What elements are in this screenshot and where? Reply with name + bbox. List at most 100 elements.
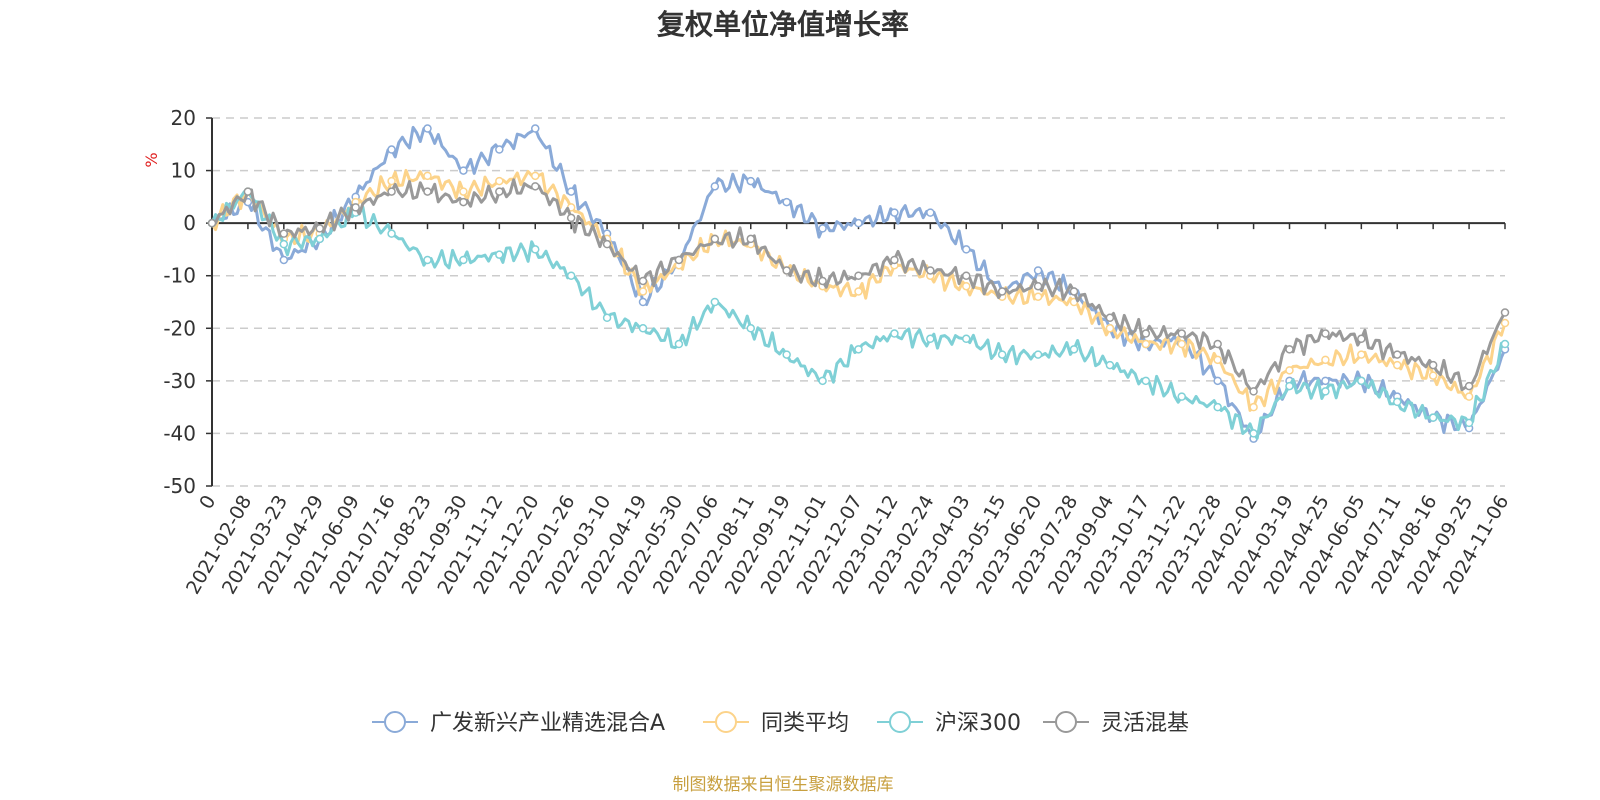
data-point: [1500, 339, 1510, 349]
data-point: [1249, 402, 1258, 412]
data-point: [495, 187, 504, 196]
data-point: [962, 271, 971, 280]
data-point: [854, 345, 863, 354]
data-point: [1321, 376, 1330, 386]
data-point: [926, 266, 935, 275]
y-tick-label: -40: [163, 421, 196, 445]
data-point: [710, 297, 720, 307]
data-point: [602, 313, 612, 323]
data-point: [1249, 429, 1258, 438]
data-point: [1105, 360, 1115, 370]
data-point: [1177, 392, 1186, 401]
data-point: [1285, 345, 1294, 354]
data-point: [387, 187, 396, 196]
y-tick-label: -50: [163, 474, 196, 498]
chart-title: 复权单位净值增长率: [657, 8, 909, 41]
legend-label: 广发新兴产业精选混合A: [430, 711, 665, 736]
legend-item[interactable]: 灵活混基: [1043, 711, 1189, 736]
data-point: [1033, 266, 1043, 275]
data-point: [746, 324, 755, 333]
legend: 广发新兴产业精选混合A 同类平均 沪深300 灵活混基: [372, 711, 1189, 736]
data-point: [782, 197, 791, 207]
data-point: [818, 276, 827, 286]
data-point: [1321, 355, 1330, 365]
data-point: [710, 234, 720, 244]
data-point: [746, 234, 755, 244]
data-point: [926, 208, 935, 217]
data-point: [459, 197, 468, 207]
data-point: [854, 287, 863, 296]
data-point: [1285, 381, 1294, 391]
data-point: [1357, 350, 1366, 359]
data-point: [1393, 350, 1402, 359]
source-note: 制图数据来自恒生聚源数据库: [673, 775, 894, 795]
data-point: [1500, 318, 1510, 328]
data-point: [495, 176, 504, 186]
data-point: [531, 245, 540, 254]
data-point: [1069, 287, 1079, 296]
legend-label: 同类平均: [761, 711, 849, 736]
data-point: [531, 171, 540, 181]
data-point: [1428, 371, 1438, 380]
data-point: [1141, 339, 1151, 349]
x-tick-label: 0: [195, 492, 220, 513]
data-point: [710, 182, 720, 191]
data-point: [1033, 350, 1043, 359]
data-point: [279, 229, 289, 238]
y-tick-label: 20: [171, 106, 196, 130]
legend-label: 沪深300: [935, 711, 1021, 736]
legend-item[interactable]: 广发新兴产业精选混合A: [372, 711, 665, 736]
data-point: [818, 224, 827, 233]
series-3: [207, 178, 1510, 396]
data-point: [387, 145, 396, 154]
data-point: [1393, 397, 1402, 407]
data-point: [1357, 376, 1366, 386]
data-point: [962, 281, 971, 291]
data-point: [315, 234, 324, 244]
data-point: [1105, 313, 1115, 323]
legend-item[interactable]: 沪深300: [877, 711, 1021, 736]
series-lines: [207, 124, 1510, 443]
data-point: [531, 182, 540, 191]
data-point: [997, 350, 1007, 359]
data-point: [495, 250, 504, 259]
data-point: [1213, 339, 1222, 349]
data-point: [1428, 413, 1438, 422]
data-point: [495, 145, 504, 154]
data-point: [854, 271, 863, 280]
data-point: [1033, 281, 1043, 291]
data-point: [1321, 387, 1330, 396]
y-tick-label: -10: [163, 264, 196, 288]
data-point: [315, 224, 324, 233]
data-point: [531, 124, 540, 133]
data-point: [1141, 329, 1151, 338]
data-point: [1105, 324, 1115, 333]
data-point: [638, 324, 648, 333]
data-point: [423, 255, 432, 265]
data-point: [1321, 329, 1330, 338]
data-point: [818, 376, 827, 386]
data-point: [674, 255, 684, 265]
data-point: [638, 287, 648, 296]
data-point: [387, 176, 396, 186]
data-point: [926, 334, 935, 344]
legend-item[interactable]: 同类平均: [703, 711, 849, 736]
y-tick-label: 0: [183, 211, 196, 235]
data-point: [1177, 329, 1186, 338]
legend-marker: [384, 711, 406, 733]
data-point: [459, 187, 468, 196]
data-point: [279, 239, 289, 249]
y-tick-label: -30: [163, 369, 196, 393]
data-point: [1428, 360, 1438, 370]
data-point: [459, 166, 468, 175]
data-point: [890, 329, 899, 338]
data-point: [1500, 308, 1510, 317]
data-point: [207, 218, 217, 228]
data-point: [1464, 392, 1474, 401]
data-point: [423, 171, 432, 181]
data-point: [1249, 387, 1258, 396]
data-point: [1357, 334, 1366, 344]
legend-marker: [715, 711, 737, 733]
data-point: [638, 297, 648, 307]
